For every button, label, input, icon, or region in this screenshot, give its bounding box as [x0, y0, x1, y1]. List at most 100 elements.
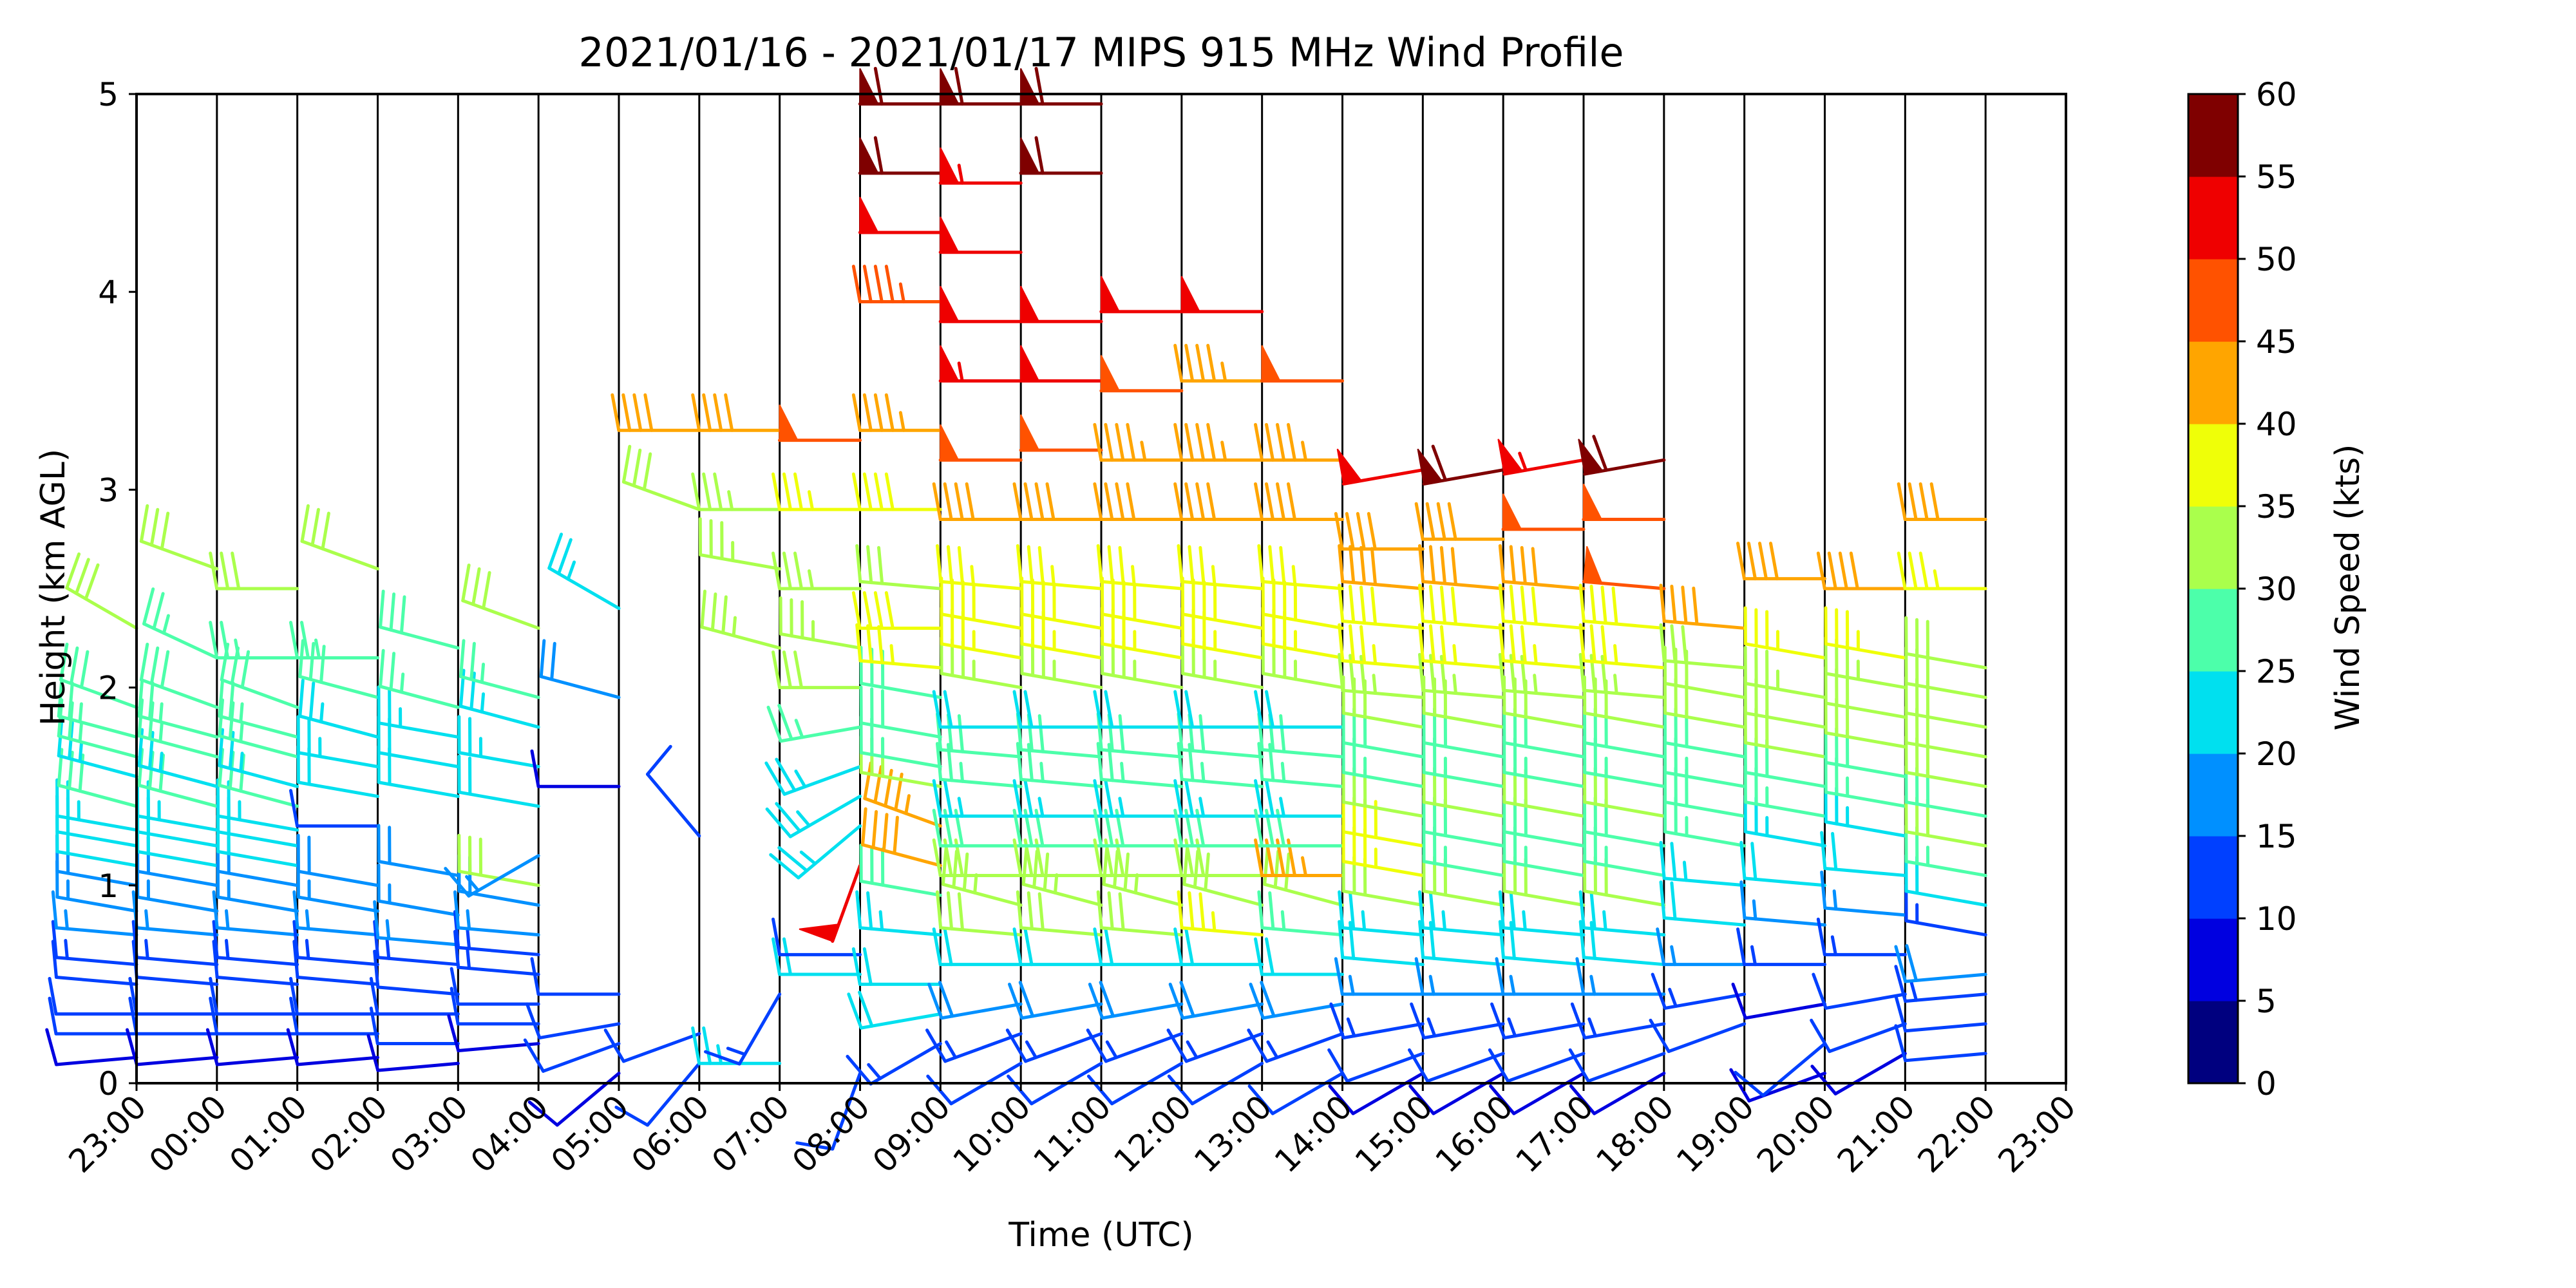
- barb-half: [716, 1044, 723, 1065]
- barb-full: [932, 838, 942, 877]
- barb-full: [1338, 920, 1345, 960]
- wind-barb: [1414, 957, 1505, 996]
- x-tick-label: 09:00: [866, 1088, 958, 1180]
- barb-stem: [1663, 681, 1747, 699]
- colorbar-tick-label: 5: [2256, 983, 2277, 1020]
- barb-stem: [298, 714, 379, 739]
- barb-full: [1268, 545, 1275, 585]
- barb-full: [777, 703, 793, 741]
- wind-barb: [1173, 422, 1264, 462]
- wind-barb: [1093, 927, 1184, 967]
- wind-barb: [369, 976, 460, 1016]
- wind-barb: [1894, 994, 1987, 1033]
- barb-full: [1592, 435, 1608, 472]
- wind-barb: [1578, 623, 1666, 670]
- barb-full: [965, 482, 975, 521]
- barb-full: [1037, 892, 1045, 932]
- barb-stem: [1904, 741, 1987, 759]
- barb-stem: [645, 772, 701, 838]
- barb-full: [1600, 625, 1607, 665]
- barb-stem: [1904, 1052, 1987, 1063]
- wind-barb: [289, 789, 379, 828]
- barb-stem: [1021, 882, 1103, 907]
- barb-full: [946, 545, 954, 585]
- barb-stem: [1823, 906, 1907, 917]
- barb-full: [893, 815, 899, 855]
- barb-stem: [1421, 580, 1505, 591]
- wind-barb: [1173, 482, 1264, 521]
- barb-full: [1260, 980, 1276, 1018]
- barb-full: [1195, 343, 1206, 383]
- wind-barb: [1578, 583, 1666, 630]
- barb-full: [74, 558, 90, 595]
- wind-barb: [1173, 690, 1264, 729]
- wind-barb: [1570, 1002, 1666, 1040]
- barb-stem: [137, 734, 219, 759]
- barb-full: [1349, 624, 1356, 663]
- barb-full: [1408, 1084, 1435, 1115]
- wind-barb: [292, 890, 379, 937]
- barb-full: [298, 678, 305, 718]
- barb-full: [1284, 852, 1291, 892]
- colorbar-tick-label: 45: [2256, 323, 2297, 361]
- barb-full: [1359, 625, 1367, 665]
- barb-stem: [142, 622, 219, 660]
- barb-stem: [457, 1042, 540, 1052]
- wind-barb: [1656, 927, 1747, 967]
- barb-full: [873, 265, 884, 304]
- barb-full: [209, 621, 219, 660]
- barb-full: [1193, 849, 1200, 889]
- barb-stem: [1904, 800, 1987, 818]
- barb-full: [932, 808, 942, 848]
- barb-stem: [215, 956, 299, 967]
- barb-full: [1173, 343, 1184, 383]
- barb-full: [713, 472, 723, 511]
- barb-half: [1668, 987, 1678, 1009]
- wind-barb: [1736, 927, 1826, 967]
- barb-stem: [779, 632, 862, 650]
- barb-full: [209, 976, 219, 1016]
- barb-stem: [379, 685, 460, 709]
- barb-stem: [55, 849, 138, 867]
- colorbar-segment: [2188, 259, 2238, 342]
- barb-full: [772, 472, 781, 511]
- barb-half: [799, 850, 817, 866]
- wind-barb: [1177, 890, 1264, 937]
- barb-full: [1093, 690, 1103, 729]
- barb-full: [782, 551, 792, 591]
- barb-stem: [218, 764, 299, 788]
- barb-full: [1096, 742, 1103, 781]
- barb-full: [1739, 880, 1747, 920]
- barb-half: [726, 1046, 747, 1056]
- wind-barb: [851, 591, 942, 630]
- wind-barb: [1334, 957, 1425, 996]
- barb-full: [1338, 583, 1345, 623]
- wind-barb: [1498, 583, 1586, 630]
- y-tick-label: 5: [98, 76, 118, 113]
- barb-flag: [940, 424, 960, 461]
- wind-barb: [377, 685, 460, 739]
- barb-half: [1522, 910, 1527, 932]
- barb-full: [1356, 512, 1366, 551]
- barb-stem: [1824, 761, 1907, 779]
- colorbar-segment: [2188, 589, 2238, 672]
- barb-stem: [139, 678, 219, 709]
- barb-full: [643, 393, 654, 432]
- wind-barb: [764, 757, 862, 796]
- barb-stem: [137, 784, 219, 808]
- barb-full: [1276, 482, 1285, 521]
- barb-stem: [457, 965, 540, 976]
- barb-stem: [377, 781, 460, 799]
- barb-full: [1016, 742, 1023, 781]
- barb-stem: [65, 586, 138, 630]
- wind-barb: [65, 552, 138, 630]
- barb-full: [1849, 551, 1859, 591]
- barb-full: [369, 976, 379, 1016]
- wind-barb: [1019, 414, 1103, 452]
- barb-stem: [1662, 620, 1747, 630]
- barb-full: [1407, 1048, 1430, 1083]
- wind-barb: [1166, 1028, 1264, 1063]
- barb-half: [1279, 797, 1285, 818]
- wind-barb: [851, 393, 942, 432]
- barb-stem: [1341, 770, 1425, 788]
